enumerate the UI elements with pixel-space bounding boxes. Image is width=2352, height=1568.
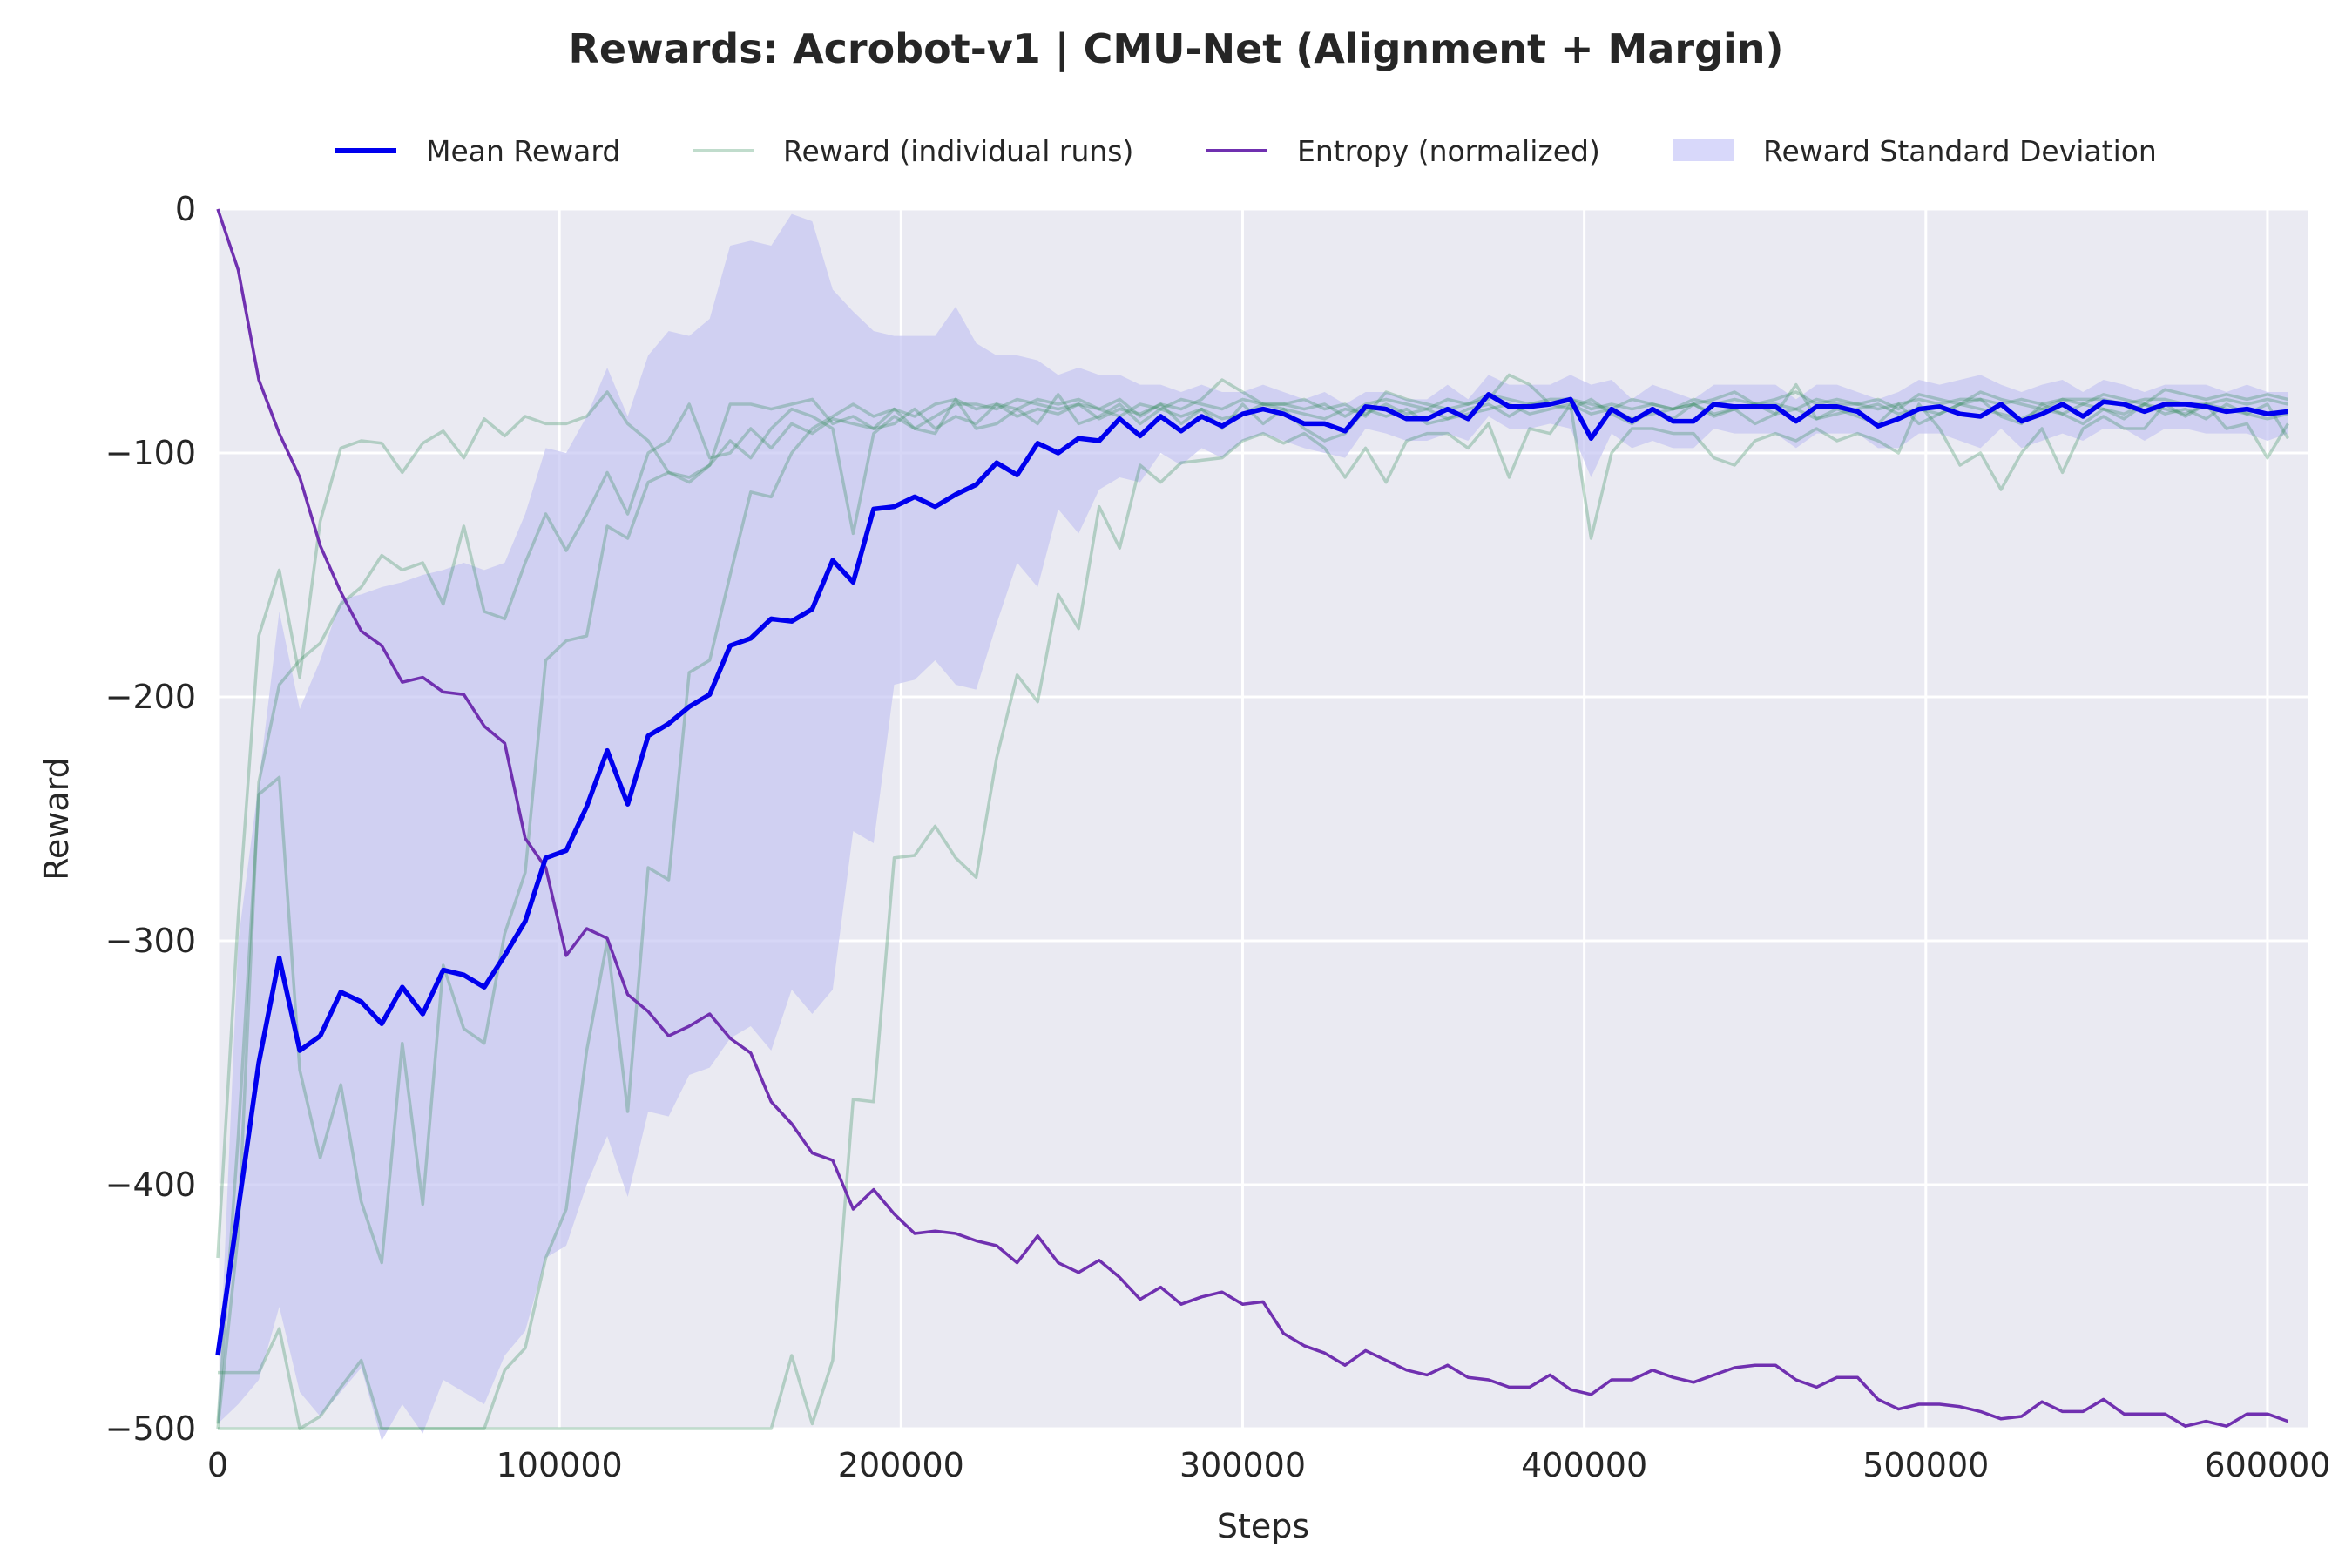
x-tick-label: 600000	[2204, 1446, 2330, 1484]
x-tick-label: 200000	[838, 1446, 964, 1484]
legend-item: Reward (individual runs)	[693, 134, 1133, 168]
y-tick-label: −200	[105, 678, 196, 716]
legend-item: Entropy (normalized)	[1206, 134, 1600, 168]
x-tick-label: 400000	[1521, 1446, 1647, 1484]
mean-reward-line	[215, 392, 2288, 1356]
mean-reward-layer	[215, 392, 2288, 1356]
entropy-line	[216, 208, 2289, 1428]
x-tick-label: 100000	[497, 1446, 623, 1484]
y-axis-ticks: 0 −100 −200 −300 −400 −500	[105, 190, 196, 1448]
x-tick-label: 500000	[1862, 1446, 1989, 1484]
legend-item: Reward Standard Deviation	[1673, 134, 2157, 168]
legend: Mean Reward Reward (individual runs) Entro…	[335, 134, 2157, 168]
legend-label: Reward (individual runs)	[783, 134, 1133, 168]
x-tick-label: 300000	[1179, 1446, 1306, 1484]
x-axis-ticks: 0 100000 200000 300000 400000 500000 600000	[207, 1446, 2331, 1484]
legend-label: Mean Reward	[426, 134, 620, 168]
entropy-layer	[216, 208, 2289, 1428]
legend-label: Entropy (normalized)	[1297, 134, 1600, 168]
y-axis-label: Reward	[37, 757, 76, 881]
run-line-1	[218, 393, 2288, 1430]
std-band-layer	[218, 213, 2288, 1442]
legend-item: Mean Reward	[335, 134, 620, 168]
y-tick-label: −400	[105, 1166, 196, 1204]
y-tick-label: 0	[175, 190, 196, 228]
y-tick-label: −100	[105, 434, 196, 472]
chart-title: Rewards: Acrobot-v1 | CMU-Net (Alignment…	[568, 25, 1783, 73]
x-axis-label: Steps	[1217, 1507, 1309, 1545]
run-line-2	[218, 402, 2289, 1430]
legend-swatch-band	[1673, 139, 1734, 161]
std-band	[218, 213, 2288, 1442]
run-line-3	[216, 373, 2288, 1259]
y-tick-label: −500	[105, 1409, 196, 1448]
y-tick-label: −300	[105, 922, 196, 960]
legend-label: Reward Standard Deviation	[1763, 134, 2157, 168]
x-tick-label: 0	[207, 1446, 228, 1484]
